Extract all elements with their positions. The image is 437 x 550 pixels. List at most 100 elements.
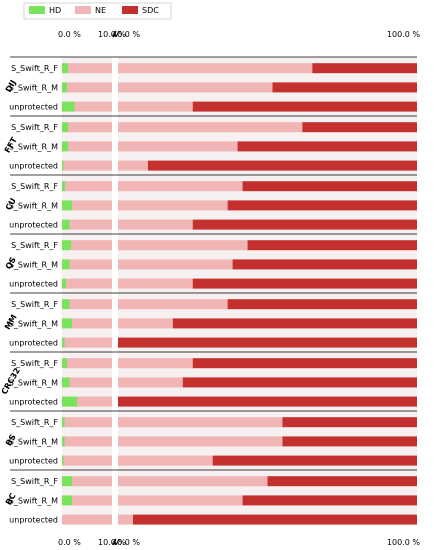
bar-segment-ne-right bbox=[118, 417, 283, 428]
bar-segment-sdc-right bbox=[192, 219, 417, 230]
row-label: unprotected bbox=[9, 398, 58, 407]
bar-segment-ne-left bbox=[62, 514, 112, 525]
bar-segment-hd-left bbox=[62, 476, 72, 487]
bar-segment-ne-left bbox=[68, 122, 112, 133]
legend-label-ne: NE bbox=[95, 6, 106, 15]
axis-break-mark bbox=[112, 538, 117, 546]
row-label: S_Swift_R_M bbox=[9, 437, 58, 446]
legend-label-hd: HD bbox=[49, 6, 61, 15]
bar-segment-sdc-right bbox=[242, 181, 417, 192]
bar-segment-sdc-right bbox=[247, 240, 417, 251]
bar-segment-ne-left bbox=[66, 278, 112, 289]
bar-segment-ne-right bbox=[118, 476, 268, 487]
bar-segment-ne-left bbox=[72, 318, 112, 329]
bar-segment-sdc-right bbox=[237, 141, 417, 152]
row-label: S_Swift_R_M bbox=[9, 201, 58, 210]
bar-segment-sdc-right bbox=[232, 259, 417, 270]
row-label: unprotected bbox=[9, 457, 58, 466]
bar-segment-hd-left bbox=[62, 141, 68, 152]
bar-segment-hd-left bbox=[62, 160, 64, 171]
bar-segment-ne-right bbox=[118, 377, 183, 388]
bar-segment-hd-left bbox=[62, 417, 65, 428]
row-label: unprotected bbox=[9, 339, 58, 348]
legend-swatch-hd bbox=[29, 6, 45, 14]
bar-segment-ne-left bbox=[74, 101, 112, 112]
row-label: unprotected bbox=[9, 516, 58, 525]
bar-segment-hd-left bbox=[62, 219, 70, 230]
bar-segment-ne-right bbox=[118, 278, 193, 289]
row-label: S_Swift_R_F bbox=[11, 418, 58, 427]
bar-segment-hd-left bbox=[62, 337, 65, 348]
row-label: S_Swift_R_M bbox=[9, 142, 58, 151]
bar-segment-ne-left bbox=[68, 63, 112, 74]
bar-segment-sdc-right bbox=[272, 82, 417, 93]
bar-segment-sdc-right bbox=[312, 63, 417, 74]
bar-segment-ne-left bbox=[67, 358, 112, 369]
x-tick-label-bottom: 100.0 % bbox=[387, 538, 420, 547]
row-label: S_Swift_R_M bbox=[9, 83, 58, 92]
bar-segment-ne-right bbox=[118, 200, 228, 211]
bar-segment-sdc-right bbox=[212, 455, 417, 466]
bar-segment-sdc-right bbox=[192, 278, 417, 289]
bar-segment-hd-left bbox=[62, 495, 72, 506]
bar-segment-ne-left bbox=[68, 141, 112, 152]
bar-segment-hd-left bbox=[62, 63, 68, 74]
bar-segment-hd-left bbox=[62, 240, 71, 251]
bar-segment-sdc-right bbox=[147, 160, 417, 171]
bar-segment-ne-right bbox=[118, 219, 193, 230]
axis-break-mark bbox=[115, 30, 120, 38]
bar-segment-sdc-right bbox=[302, 122, 417, 133]
bar-segment-ne-right bbox=[118, 318, 173, 329]
bar-segment-ne-right bbox=[118, 240, 248, 251]
bar-segment-hd-left bbox=[62, 318, 72, 329]
bar-segment-sdc-right bbox=[182, 377, 417, 388]
bar-segment-hd-left bbox=[62, 122, 68, 133]
row-label: S_Swift_R_F bbox=[11, 359, 58, 368]
x-tick-label-bottom: 0.0 % bbox=[58, 538, 81, 547]
row-label: unprotected bbox=[9, 162, 58, 171]
bar-segment-ne-left bbox=[64, 417, 112, 428]
x-tick-label-top: 100.0 % bbox=[387, 30, 420, 39]
bar-segment-hd-left bbox=[62, 259, 70, 270]
bar-segment-ne-left bbox=[67, 82, 112, 93]
legend-label-sdc: SDC bbox=[142, 6, 159, 15]
bar-segment-hd-left bbox=[62, 299, 70, 310]
bar-segment-ne-left bbox=[69, 219, 112, 230]
bar-segment-ne-right bbox=[118, 122, 303, 133]
bar-segment-hd-left bbox=[62, 82, 67, 93]
bar-segment-ne-right bbox=[118, 181, 243, 192]
row-label: S_Swift_R_M bbox=[9, 378, 58, 387]
bar-segment-sdc-right bbox=[267, 476, 417, 487]
row-label: S_Swift_R_F bbox=[11, 64, 58, 73]
bar-segment-sdc-right bbox=[227, 299, 417, 310]
x-tick-label-bottom: 40.0 % bbox=[112, 538, 140, 547]
x-tick-label-top: 0.0 % bbox=[58, 30, 81, 39]
bar-segment-sdc-right bbox=[282, 436, 417, 447]
row-label: S_Swift_R_M bbox=[9, 260, 58, 269]
bar-segment-hd-left bbox=[62, 358, 67, 369]
bar-segment-ne-left bbox=[71, 240, 112, 251]
row-label: S_Swift_R_F bbox=[11, 123, 58, 132]
bar-segment-ne-left bbox=[63, 160, 112, 171]
bar-segment-ne-left bbox=[69, 259, 112, 270]
bar-segment-sdc-right bbox=[118, 396, 417, 407]
bar-segment-ne-right bbox=[118, 160, 148, 171]
bar-segment-hd-left bbox=[62, 278, 66, 289]
row-label: S_Swift_R_M bbox=[9, 319, 58, 328]
row-label: unprotected bbox=[9, 280, 58, 289]
legend-swatch-ne bbox=[75, 6, 91, 14]
bar-segment-sdc-right bbox=[192, 101, 417, 112]
bar-segment-sdc-right bbox=[132, 514, 417, 525]
bar-segment-ne-right bbox=[118, 82, 273, 93]
legend-swatch-sdc bbox=[122, 6, 138, 14]
row-label: unprotected bbox=[9, 103, 58, 112]
row-label: S_Swift_R_M bbox=[9, 496, 58, 505]
bar-segment-ne-right bbox=[118, 259, 233, 270]
bar-segment-ne-left bbox=[69, 377, 112, 388]
bar-segment-ne-right bbox=[118, 514, 133, 525]
bar-segment-ne-right bbox=[118, 358, 193, 369]
bar-segment-ne-left bbox=[72, 495, 112, 506]
bar-segment-sdc-right bbox=[118, 337, 417, 348]
bar-segment-ne-left bbox=[72, 476, 112, 487]
bar-segment-sdc-right bbox=[227, 200, 417, 211]
